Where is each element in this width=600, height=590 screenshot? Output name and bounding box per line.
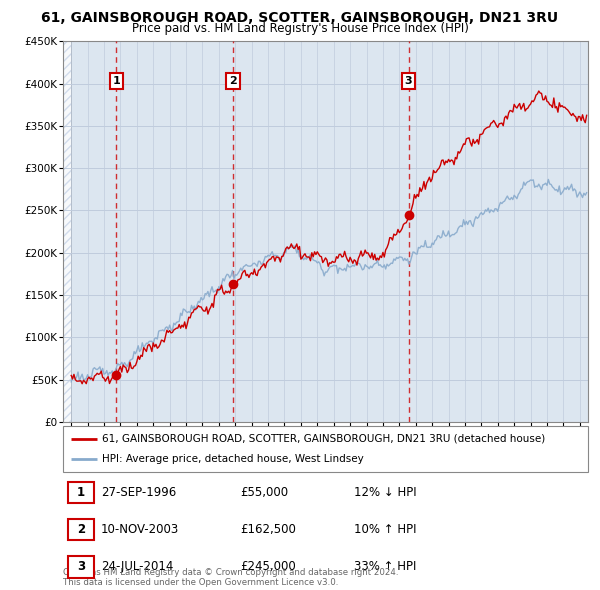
Text: 27-SEP-1996: 27-SEP-1996 [101,486,176,499]
Text: 3: 3 [77,560,85,573]
Text: 1: 1 [77,486,85,499]
Text: 3: 3 [405,76,412,86]
Text: 1: 1 [112,76,120,86]
Text: 10-NOV-2003: 10-NOV-2003 [101,523,179,536]
Text: 33% ↑ HPI: 33% ↑ HPI [354,560,416,573]
Text: £245,000: £245,000 [240,560,296,573]
Text: 61, GAINSBOROUGH ROAD, SCOTTER, GAINSBOROUGH, DN21 3RU: 61, GAINSBOROUGH ROAD, SCOTTER, GAINSBOR… [41,11,559,25]
Text: Price paid vs. HM Land Registry's House Price Index (HPI): Price paid vs. HM Land Registry's House … [131,22,469,35]
Text: £162,500: £162,500 [240,523,296,536]
Text: 10% ↑ HPI: 10% ↑ HPI [354,523,416,536]
Text: Contains HM Land Registry data © Crown copyright and database right 2024.
This d: Contains HM Land Registry data © Crown c… [63,568,398,587]
Text: 12% ↓ HPI: 12% ↓ HPI [354,486,416,499]
Text: 2: 2 [229,76,237,86]
FancyBboxPatch shape [63,426,588,472]
Text: 24-JUL-2014: 24-JUL-2014 [101,560,173,573]
Text: 61, GAINSBOROUGH ROAD, SCOTTER, GAINSBOROUGH, DN21 3RU (detached house): 61, GAINSBOROUGH ROAD, SCOTTER, GAINSBOR… [103,434,545,444]
Text: £55,000: £55,000 [240,486,288,499]
Text: 2: 2 [77,523,85,536]
Text: HPI: Average price, detached house, West Lindsey: HPI: Average price, detached house, West… [103,454,364,464]
